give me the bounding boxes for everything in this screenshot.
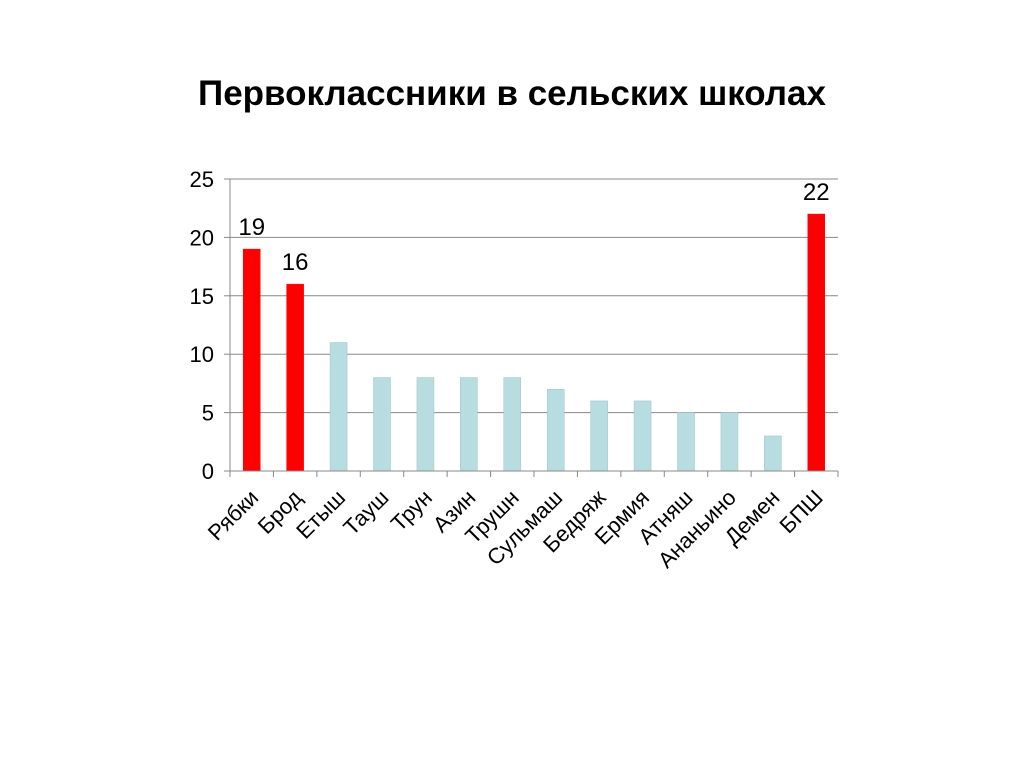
bar-5 (416, 377, 435, 472)
x-tick-label: Рябки (203, 485, 263, 545)
bar-9 (590, 400, 608, 472)
bar-8 (546, 388, 565, 472)
bar-11 (677, 412, 695, 472)
bar-14 (807, 213, 826, 472)
bar-13 (764, 435, 782, 472)
y-tick-label: 15 (190, 284, 214, 309)
x-tick-label: Етыш (291, 485, 350, 544)
y-tick-label: 0 (202, 459, 214, 484)
bar-1 (242, 248, 261, 472)
y-tick-label: 5 (202, 401, 214, 426)
bar-4 (373, 377, 391, 472)
data-label: 19 (238, 214, 265, 241)
bar-7 (503, 377, 522, 472)
x-tick-label: Трун (386, 485, 437, 536)
bar-2 (286, 283, 304, 472)
bar-6 (460, 377, 478, 472)
y-tick-label: 25 (190, 167, 214, 192)
bar-10 (633, 400, 652, 472)
bars (242, 213, 826, 472)
bar-12 (720, 412, 739, 472)
y-tick-label: 20 (190, 225, 214, 250)
y-axis: 0 5 10 15 20 25 (190, 167, 231, 484)
bar-3 (329, 342, 348, 472)
gridlines (230, 178, 838, 472)
data-label: 22 (803, 179, 830, 206)
y-tick-label: 10 (190, 342, 214, 367)
x-axis: РябкиБродЕтышТаушТрунАзинТрушнСульмашБед… (203, 470, 839, 573)
data-label: 16 (282, 249, 309, 276)
data-labels: 19 16 22 (238, 179, 829, 276)
x-tick-label: Тауш (338, 485, 393, 540)
x-tick-label: БПШ (774, 485, 827, 538)
chart-title: Первоклассники в сельских школах (198, 74, 826, 113)
